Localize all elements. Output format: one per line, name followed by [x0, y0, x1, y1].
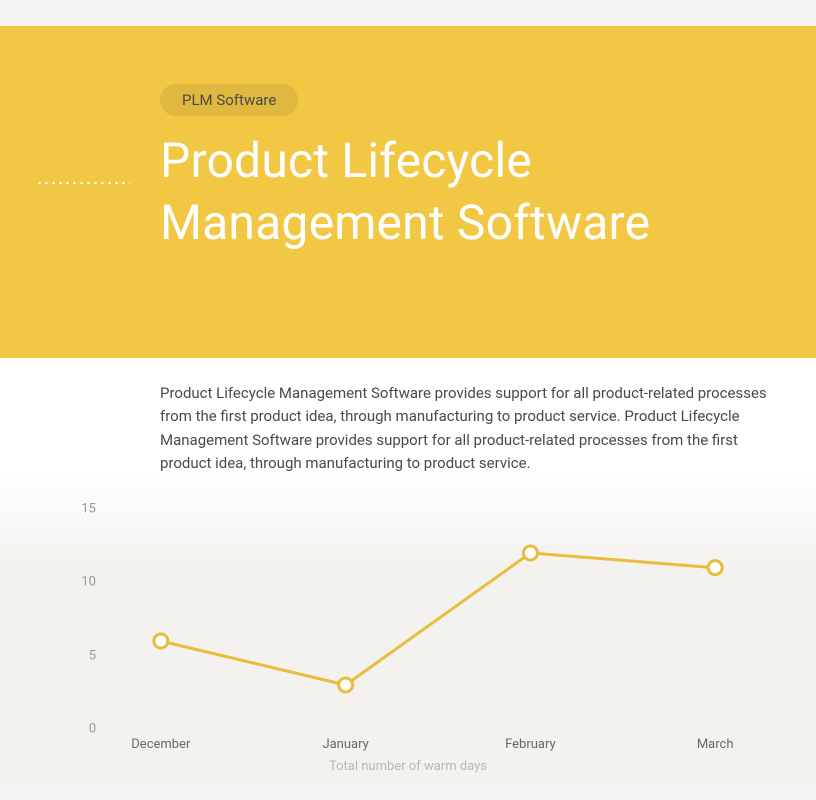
data-point: [708, 561, 722, 575]
line-series: [100, 509, 776, 729]
y-tick: 10: [60, 575, 96, 590]
series-line: [161, 553, 715, 685]
y-axis: 051015: [60, 509, 96, 729]
y-tick: 15: [60, 502, 96, 517]
chart-caption: Total number of warm days: [40, 759, 776, 774]
plot-area: [100, 509, 776, 729]
data-point: [523, 546, 537, 560]
data-point: [339, 678, 353, 692]
x-tick: December: [131, 737, 190, 752]
chart: 051015 DecemberJanuaryFebruaryMarch: [100, 509, 776, 759]
y-tick: 5: [60, 648, 96, 663]
chart-section: 0 5 10 15 December January February March Tota…: [0, 475, 816, 784]
dotted-decoration-hero: [36, 182, 130, 184]
y-tick: 0: [60, 722, 96, 737]
body-section: Product Lifecycle Management Software pr…: [0, 358, 816, 475]
x-tick: January: [322, 737, 368, 752]
top-gap: [0, 0, 816, 26]
x-axis: December January February March: [100, 729, 776, 759]
hero: PLM Software Product Lifecycle Managemen…: [0, 26, 816, 276]
hero-gap: [0, 276, 816, 358]
title-line-2: Management Software: [160, 194, 650, 251]
page-title: Product Lifecycle Management Software: [160, 130, 816, 255]
x-tick: March: [697, 737, 734, 752]
data-point: [154, 634, 168, 648]
intro-paragraph: Product Lifecycle Management Software pr…: [160, 382, 782, 475]
x-tick: February: [505, 737, 556, 752]
category-badge: PLM Software: [160, 84, 298, 116]
title-line-1: Product Lifecycle: [160, 132, 532, 189]
